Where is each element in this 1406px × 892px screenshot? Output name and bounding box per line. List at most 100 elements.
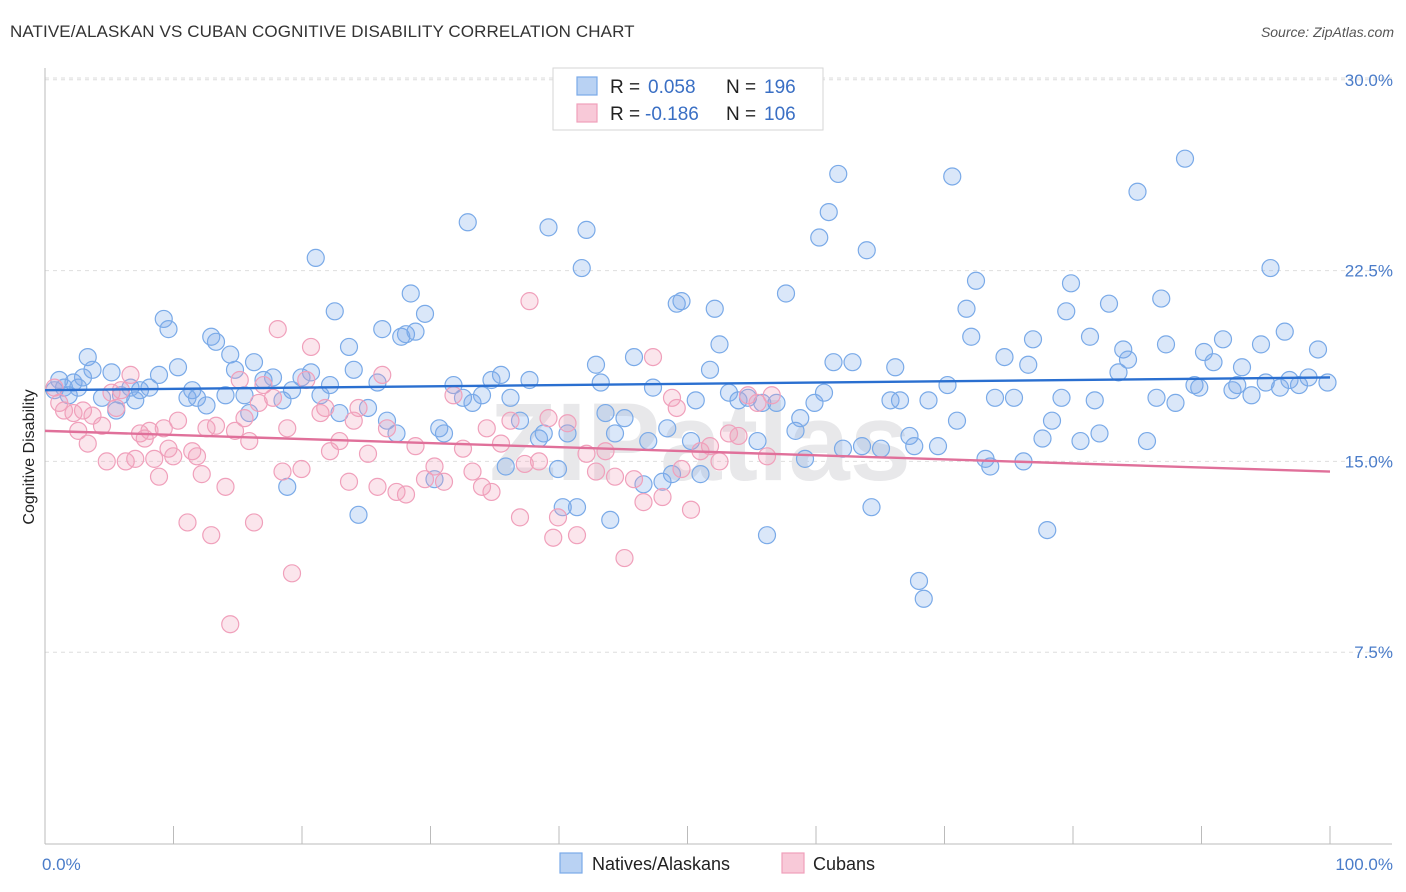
point-cubans [748, 393, 767, 412]
point-cubans [624, 470, 644, 489]
point-natives [1204, 353, 1223, 372]
point-natives [1071, 431, 1090, 451]
legend: R = 0.058 N = 196 R = -0.186 N = 106 [552, 67, 824, 131]
point-cubans [406, 437, 425, 456]
point-cubans [107, 398, 126, 418]
x-tick-label: 100.0% [1335, 855, 1393, 874]
point-cubans [477, 419, 496, 438]
point-natives [1023, 330, 1043, 349]
point-natives [1038, 520, 1057, 540]
point-cubans [501, 411, 520, 430]
point-natives [1033, 429, 1052, 448]
point-natives [501, 388, 520, 407]
point-natives [1232, 358, 1252, 377]
y-tick-label: 30.0% [1345, 71, 1393, 90]
point-natives [710, 335, 729, 354]
point-cubans [667, 398, 686, 418]
point-natives [691, 465, 710, 484]
point-natives [69, 378, 88, 397]
point-natives [1004, 388, 1024, 407]
point-natives [624, 347, 644, 367]
point-cubans [396, 485, 416, 504]
trend-line-natives [44, 376, 1331, 392]
y-axis-label: Cognitive Disability [21, 389, 38, 524]
point-cubans [145, 449, 164, 468]
y-tick-label: 15.0% [1345, 452, 1393, 471]
point-natives [1019, 355, 1038, 374]
point-cubans [634, 493, 653, 512]
point-natives [1137, 431, 1157, 451]
point-natives [748, 431, 767, 451]
y-tick-label: 7.5% [1354, 643, 1393, 662]
point-natives [938, 375, 957, 395]
point-natives [981, 457, 1000, 476]
point-natives [1128, 182, 1147, 201]
point-cubans [339, 472, 359, 491]
point-cubans [681, 500, 701, 519]
point-cubans [168, 411, 188, 430]
point-natives [1114, 340, 1133, 359]
point-natives [263, 368, 283, 387]
bottom-legend-cubans: Cubans [813, 854, 875, 874]
bottom-legend-natives: Natives/Alaskans [592, 854, 730, 874]
point-cubans [415, 470, 435, 489]
point-cubans [149, 467, 169, 486]
point-cubans [548, 508, 568, 527]
point-natives [667, 294, 686, 313]
point-natives [154, 309, 173, 329]
point-natives [510, 411, 530, 430]
point-natives [292, 368, 311, 387]
point-cubans [463, 462, 482, 481]
point-natives [700, 360, 720, 379]
point-natives [373, 320, 392, 339]
point-natives [919, 391, 938, 410]
point-cubans [425, 457, 444, 476]
point-natives [943, 167, 962, 186]
point-natives [1090, 424, 1109, 443]
point-natives [881, 391, 900, 410]
point-cubans [73, 401, 93, 420]
point-cubans [164, 447, 183, 466]
point-cubans [92, 416, 112, 435]
point-natives [458, 213, 477, 232]
point-natives [306, 248, 325, 267]
point-cubans [45, 378, 64, 397]
point-cubans [268, 320, 287, 339]
trend-lines [44, 376, 1331, 473]
point-natives [791, 409, 810, 428]
point-natives [615, 409, 634, 428]
point-natives [392, 327, 411, 346]
point-natives [1057, 302, 1076, 321]
point-cubans [178, 513, 197, 532]
point-cubans [358, 444, 378, 463]
y-tick-labels: 7.5% 15.0% 22.5% 30.0% [1345, 71, 1393, 662]
point-natives [330, 403, 349, 423]
legend-r-label-1: R = [610, 77, 640, 98]
point-natives [1275, 322, 1294, 341]
point-cubans [700, 437, 720, 456]
point-natives [658, 419, 677, 438]
point-natives [1242, 386, 1261, 405]
point-natives [596, 403, 615, 423]
point-natives [1213, 330, 1233, 349]
point-natives [1175, 149, 1195, 168]
point-natives [197, 396, 216, 415]
legend-r-label-2: R = [610, 104, 640, 125]
point-natives [216, 386, 235, 405]
point-natives [705, 299, 724, 318]
point-cubans [278, 419, 297, 438]
point-cubans [757, 447, 777, 466]
point-natives [1080, 327, 1100, 346]
point-cubans [710, 452, 729, 471]
point-natives [472, 386, 492, 405]
point-natives [221, 345, 240, 364]
point-natives [634, 475, 653, 494]
y-tick-label: 22.5% [1345, 262, 1393, 281]
point-natives [149, 365, 169, 385]
legend-swatch-cubans [576, 103, 598, 123]
legend-r-value-1: 0.058 [648, 77, 696, 98]
legend-n-label-1: N = [726, 77, 756, 98]
point-cubans [738, 386, 758, 405]
point-natives [358, 398, 378, 418]
point-natives [824, 353, 843, 372]
